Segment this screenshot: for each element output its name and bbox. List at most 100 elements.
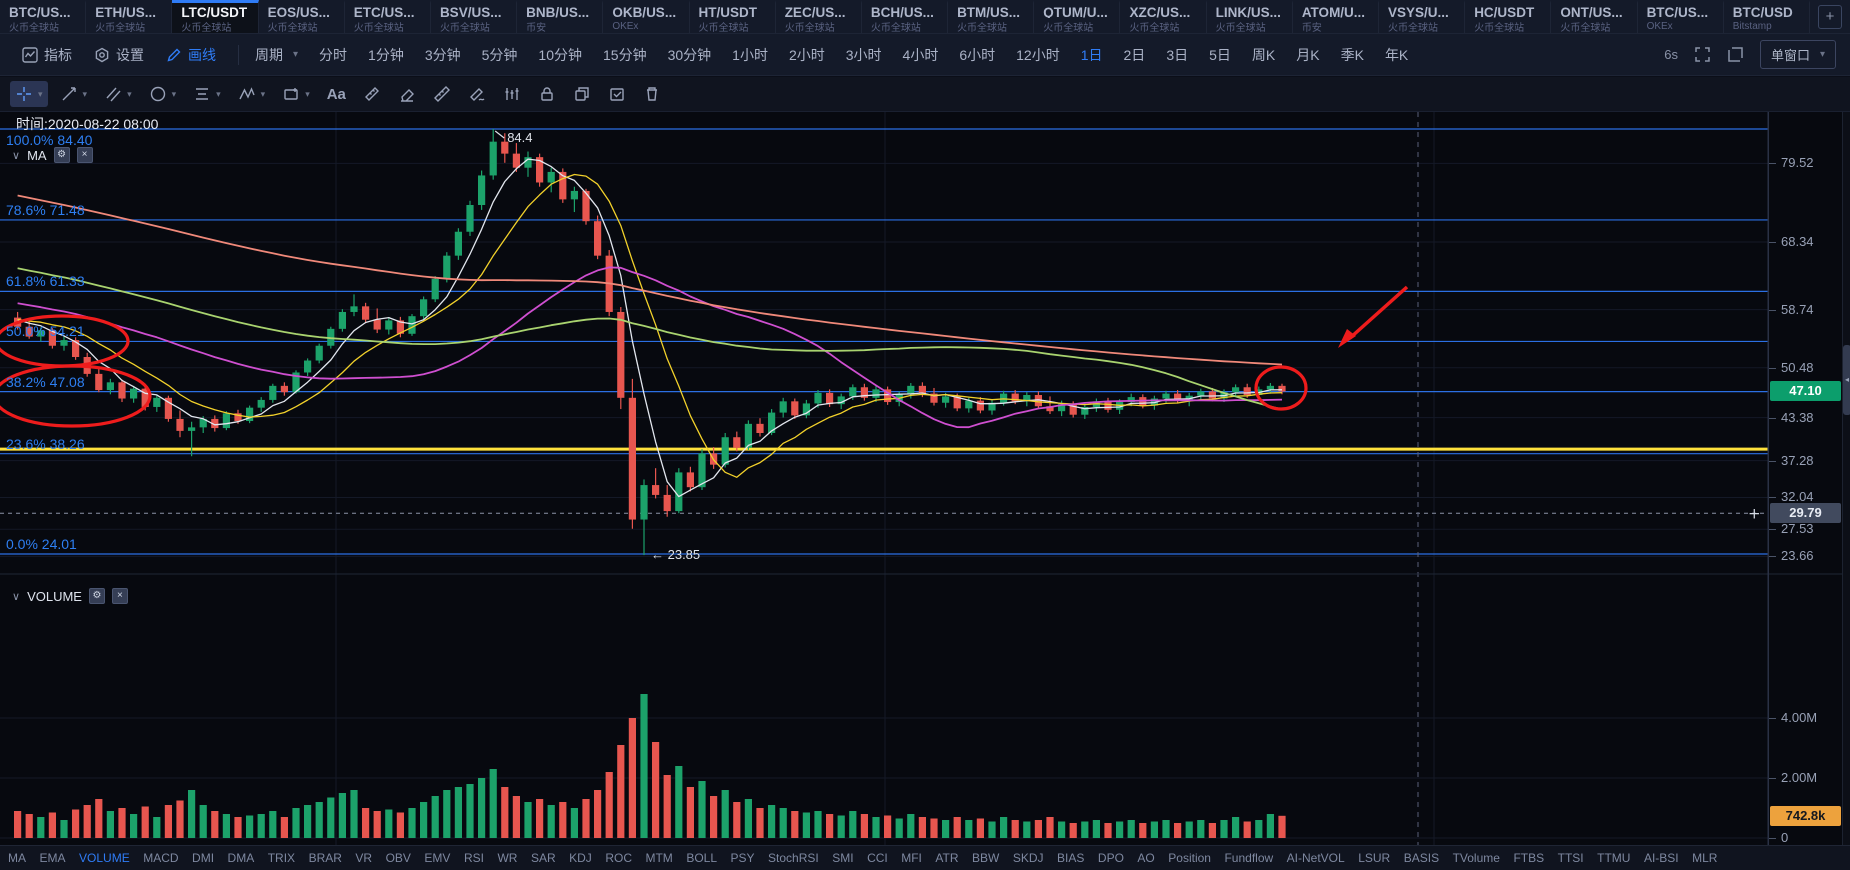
market-tab-ht-usdt-8[interactable]: HT/USDT 火币全球站 <box>690 0 776 33</box>
chevron-down-icon[interactable]: ▾ <box>171 88 177 99</box>
timeframe-9[interactable]: 3小时 <box>845 46 882 63</box>
indicator-tab-position[interactable]: Position <box>1168 851 1211 865</box>
ellipse-tool[interactable]: ▾ <box>144 81 182 107</box>
fullscreen-button[interactable] <box>1694 46 1711 63</box>
timeframe-6[interactable]: 30分钟 <box>667 46 712 63</box>
indicator-tab-tvolume[interactable]: TVolume <box>1452 851 1500 865</box>
indicator-tab-ai-netvol[interactable]: AI-NetVOL <box>1286 851 1345 865</box>
indicator-tab-smi[interactable]: SMI <box>832 851 854 865</box>
market-tab-vsys-u--16[interactable]: VSYS/U... 火币全球站 <box>1379 0 1466 33</box>
indicator-tab-dpo[interactable]: DPO <box>1097 851 1124 865</box>
timeframe-14[interactable]: 2日 <box>1123 46 1146 63</box>
chevron-down-icon[interactable]: ▾ <box>127 88 132 99</box>
chevron-down-icon[interactable]: ∨ <box>12 590 21 603</box>
indicator-tab-vr[interactable]: VR <box>355 851 373 865</box>
chevron-down-icon[interactable]: ∨ <box>12 149 21 162</box>
timeframe-1[interactable]: 1分钟 <box>368 46 404 63</box>
indicator-tab-fundflow[interactable]: Fundflow <box>1224 851 1274 865</box>
volume-close-button[interactable]: × <box>111 588 128 604</box>
market-tab-hc-usdt-17[interactable]: HC/USDT 火币全球站 <box>1465 0 1552 33</box>
candlestick-chart[interactable]: 84.4 ← 23.85 + <box>0 112 1850 845</box>
indicator-tab-mlr[interactable]: MLR <box>1692 851 1718 865</box>
indicator-tab-ftbs[interactable]: FTBS <box>1513 851 1545 865</box>
indicator-tab-brar[interactable]: BRAR <box>308 851 342 865</box>
indicator-tab-macd[interactable]: MACD <box>143 851 179 865</box>
snapshot-button[interactable] <box>1727 46 1744 63</box>
indicator-tab-dmi[interactable]: DMI <box>192 851 215 865</box>
chevron-down-icon[interactable]: ▾ <box>38 88 43 99</box>
text-tool[interactable]: Aa <box>322 82 351 107</box>
crosshair-tool[interactable]: ▾ <box>10 81 48 107</box>
indicator-tab-atr[interactable]: ATR <box>935 851 959 865</box>
indicator-tab-ai-bsi[interactable]: AI-BSI <box>1643 851 1679 865</box>
indicator-tab-stochrsi[interactable]: StochRSI <box>768 851 819 865</box>
box-tool[interactable]: ▾ <box>277 81 315 107</box>
indicator-tab-skdj[interactable]: SKDJ <box>1012 851 1044 865</box>
ma-close-button[interactable]: × <box>76 147 93 163</box>
lock-tool[interactable] <box>533 81 561 107</box>
price-axis[interactable]: 79.52 68.34 58.74 50.48 43.38 37.28 32.04 27.53… <box>1768 112 1842 845</box>
timeframe-16[interactable]: 5日 <box>1209 46 1231 63</box>
wave-tool[interactable]: ▾ <box>233 81 271 107</box>
draw-button[interactable]: 画线 <box>166 45 216 65</box>
timeframe-19[interactable]: 季K <box>1340 46 1364 63</box>
market-tab-btc-us--19[interactable]: BTC/US... OKEx <box>1638 0 1724 33</box>
timeframe-5[interactable]: 15分钟 <box>603 46 647 63</box>
indicator-tab-cci[interactable]: CCI <box>867 851 888 865</box>
indicator-tab-volume[interactable]: VOLUME <box>79 851 130 865</box>
indicator-tab-ao[interactable]: AO <box>1137 851 1155 865</box>
market-tab-btc-us--0[interactable]: BTC/US... 火币全球站 <box>0 0 87 33</box>
market-tab-btm-us--11[interactable]: BTM/US... 火币全球站 <box>948 0 1035 33</box>
indicator-tab-mtm[interactable]: MTM <box>645 851 673 865</box>
market-tab-bch-us--10[interactable]: BCH/US... 火币全球站 <box>862 0 949 33</box>
channel-tool[interactable]: ▾ <box>99 81 137 107</box>
indicator-tab-basis[interactable]: BASIS <box>1403 851 1440 865</box>
indicator-tab-dma[interactable]: DMA <box>227 851 255 865</box>
settings-button[interactable]: 设置 <box>94 45 144 65</box>
indicator-tab-lsur[interactable]: LSUR <box>1358 851 1391 865</box>
ma-settings-button[interactable]: ⚙ <box>53 147 70 163</box>
pen-tool[interactable] <box>463 81 491 107</box>
indicator-tab-ma[interactable]: MA <box>8 851 26 865</box>
indicator-tab-rsi[interactable]: RSI <box>463 851 484 865</box>
indicator-tab-mfi[interactable]: MFI <box>901 851 922 865</box>
indicator-tab-emv[interactable]: EMV <box>424 851 451 865</box>
pattern-tool[interactable] <box>498 81 526 107</box>
volume-settings-button[interactable]: ⚙ <box>88 588 105 604</box>
timeframe-12[interactable]: 12小时 <box>1016 46 1060 63</box>
timeframe-2[interactable]: 3分钟 <box>424 46 461 63</box>
period-dropdown[interactable]: 周期 ▾ <box>255 45 298 65</box>
measure-tool[interactable] <box>358 81 386 107</box>
timeframe-18[interactable]: 月K <box>1296 46 1320 63</box>
market-tab-ltc-usdt-2[interactable]: LTC/USDT 火币全球站 <box>172 0 259 33</box>
indicator-tab-psy[interactable]: PSY <box>730 851 755 865</box>
market-tab-xzc-us--13[interactable]: XZC/US... 火币全球站 <box>1120 0 1207 33</box>
side-panel-toggle[interactable]: ◂ <box>1843 345 1850 415</box>
indicator-tab-ttsi[interactable]: TTSI <box>1557 851 1584 865</box>
timeframe-3[interactable]: 5分钟 <box>481 46 518 63</box>
market-tab-bnb-us--6[interactable]: BNB/US... 币安 <box>517 0 604 33</box>
indicator-tab-kdj[interactable]: KDJ <box>569 851 592 865</box>
market-tab-eth-us--1[interactable]: ETH/US... 火币全球站 <box>86 0 173 33</box>
timeframe-17[interactable]: 周K <box>1251 46 1276 63</box>
window-mode-button[interactable]: 单窗口 ▾ <box>1759 40 1836 69</box>
market-tab-qtum-u--12[interactable]: QTUM/U... 火币全球站 <box>1034 0 1121 33</box>
timeframe-15[interactable]: 3日 <box>1166 46 1189 63</box>
indicator-button[interactable]: 指标 <box>22 45 72 65</box>
market-tab-btc-usd-20[interactable]: BTC/USD Bitstamp <box>1724 0 1810 33</box>
chevron-down-icon[interactable]: ▾ <box>305 88 310 99</box>
market-tab-etc-us--4[interactable]: ETC/US... 火币全球站 <box>345 0 431 33</box>
add-tab-button[interactable]: + <box>1818 4 1842 29</box>
timeframe-11[interactable]: 6小时 <box>959 46 996 63</box>
market-tab-eos-us--3[interactable]: EOS/US... 火币全球站 <box>259 0 345 33</box>
market-tab-ont-us--18[interactable]: ONT/US... 火币全球站 <box>1551 0 1638 33</box>
indicator-tab-ema[interactable]: EMA <box>39 851 66 865</box>
edit-tool[interactable] <box>603 81 631 107</box>
market-tab-bsv-us--5[interactable]: BSV/US... 火币全球站 <box>431 0 518 33</box>
indicator-tab-boll[interactable]: BOLL <box>686 851 717 865</box>
timeframe-7[interactable]: 1小时 <box>732 46 768 63</box>
chart-area[interactable]: 84.4 ← 23.85 + 时间:2020-08-22 08:00 100.0% … <box>0 112 1850 845</box>
indicator-tab-bias[interactable]: BIAS <box>1057 851 1085 865</box>
chevron-down-icon[interactable]: ▾ <box>82 88 88 99</box>
chevron-down-icon[interactable]: ▾ <box>216 88 221 99</box>
